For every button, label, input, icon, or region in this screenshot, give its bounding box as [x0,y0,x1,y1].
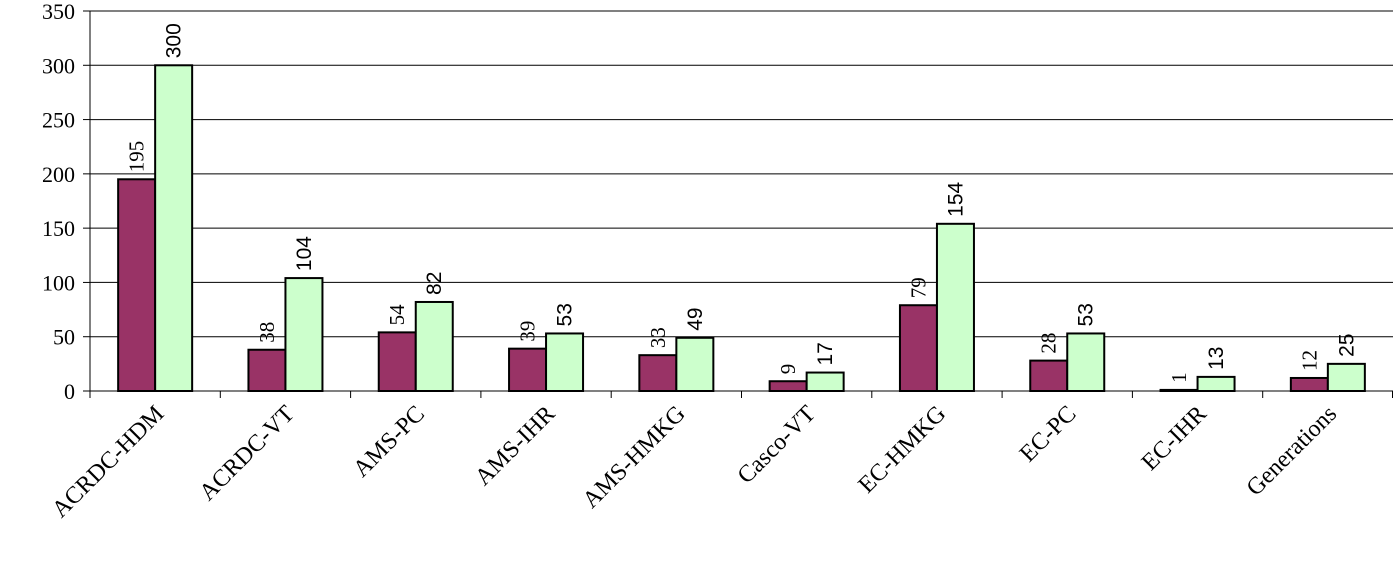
x-tick-label: EC-IHR [1137,401,1212,476]
x-tick-label: ACRDC-HDM [47,401,169,523]
bar [805,371,845,392]
bar [935,222,975,392]
value-label: 9 [776,364,800,375]
bar [545,332,585,393]
bar [898,304,938,393]
y-tick-label: 350 [42,0,75,24]
x-tick-label: AMS-PC [348,401,430,483]
bars [117,64,1366,393]
value-label: 17 [814,342,837,365]
value-label: 49 [684,307,707,330]
x-tick-label: Casco-VT [733,401,821,489]
value-label: 13 [1205,347,1228,370]
value-label: 154 [944,181,967,216]
bar [377,331,417,392]
y-tick-label: 300 [42,53,75,78]
y-tick-label: 0 [64,379,75,404]
y-tick-label: 150 [42,216,75,241]
y-axis-ticks: 0 50 100 150 200 250 300 350 [42,0,90,404]
bar [414,300,454,393]
axes [89,11,1393,398]
bar [1289,376,1329,393]
value-label: 25 [1335,333,1358,356]
x-tick-label: AMS-IHR [470,401,560,491]
value-labels: 195 300 38 104 54 82 39 53 33 49 9 17 79 154 28 53 1 13 12… [125,23,1359,383]
bar [1066,332,1106,393]
bar [638,354,678,392]
value-label: 53 [1075,303,1098,326]
value-label: 79 [906,277,930,298]
value-label: 104 [293,236,316,271]
bar [154,64,194,393]
value-label: 54 [385,304,409,326]
x-tick-label: Generations [1242,401,1342,501]
value-label: 195 [125,141,149,173]
x-tick-label: EC-PC [1015,401,1081,467]
y-tick-label: 100 [42,270,75,295]
bar [675,336,715,392]
value-label: 39 [516,321,540,342]
bar [284,277,324,393]
value-label: 53 [554,303,577,326]
value-label: 33 [646,327,670,348]
bar [768,380,808,393]
y-tick-label: 250 [42,108,75,133]
value-label: 82 [423,272,446,295]
y-tick-label: 200 [42,162,75,187]
value-label: 28 [1037,333,1061,354]
bar [247,348,287,392]
x-axis-labels: ACRDC-HDM ACRDC-VT AMS-PC AMS-IHR AMS-HMKG Ca… [47,401,1342,523]
bar [508,347,548,392]
value-label: 38 [255,322,279,343]
y-tick-label: 50 [53,325,75,350]
bar [1326,362,1366,393]
x-tick-label: EC-HMKG [854,401,952,499]
bar [1196,375,1236,392]
x-tick-label: AMS-HMKG [578,401,691,514]
value-label: 300 [163,23,186,58]
value-label: 12 [1297,350,1321,371]
value-label: 1 [1167,372,1191,383]
x-tick-label: ACRDC-VT [195,401,300,506]
bar [117,178,157,392]
bar [1029,359,1069,393]
